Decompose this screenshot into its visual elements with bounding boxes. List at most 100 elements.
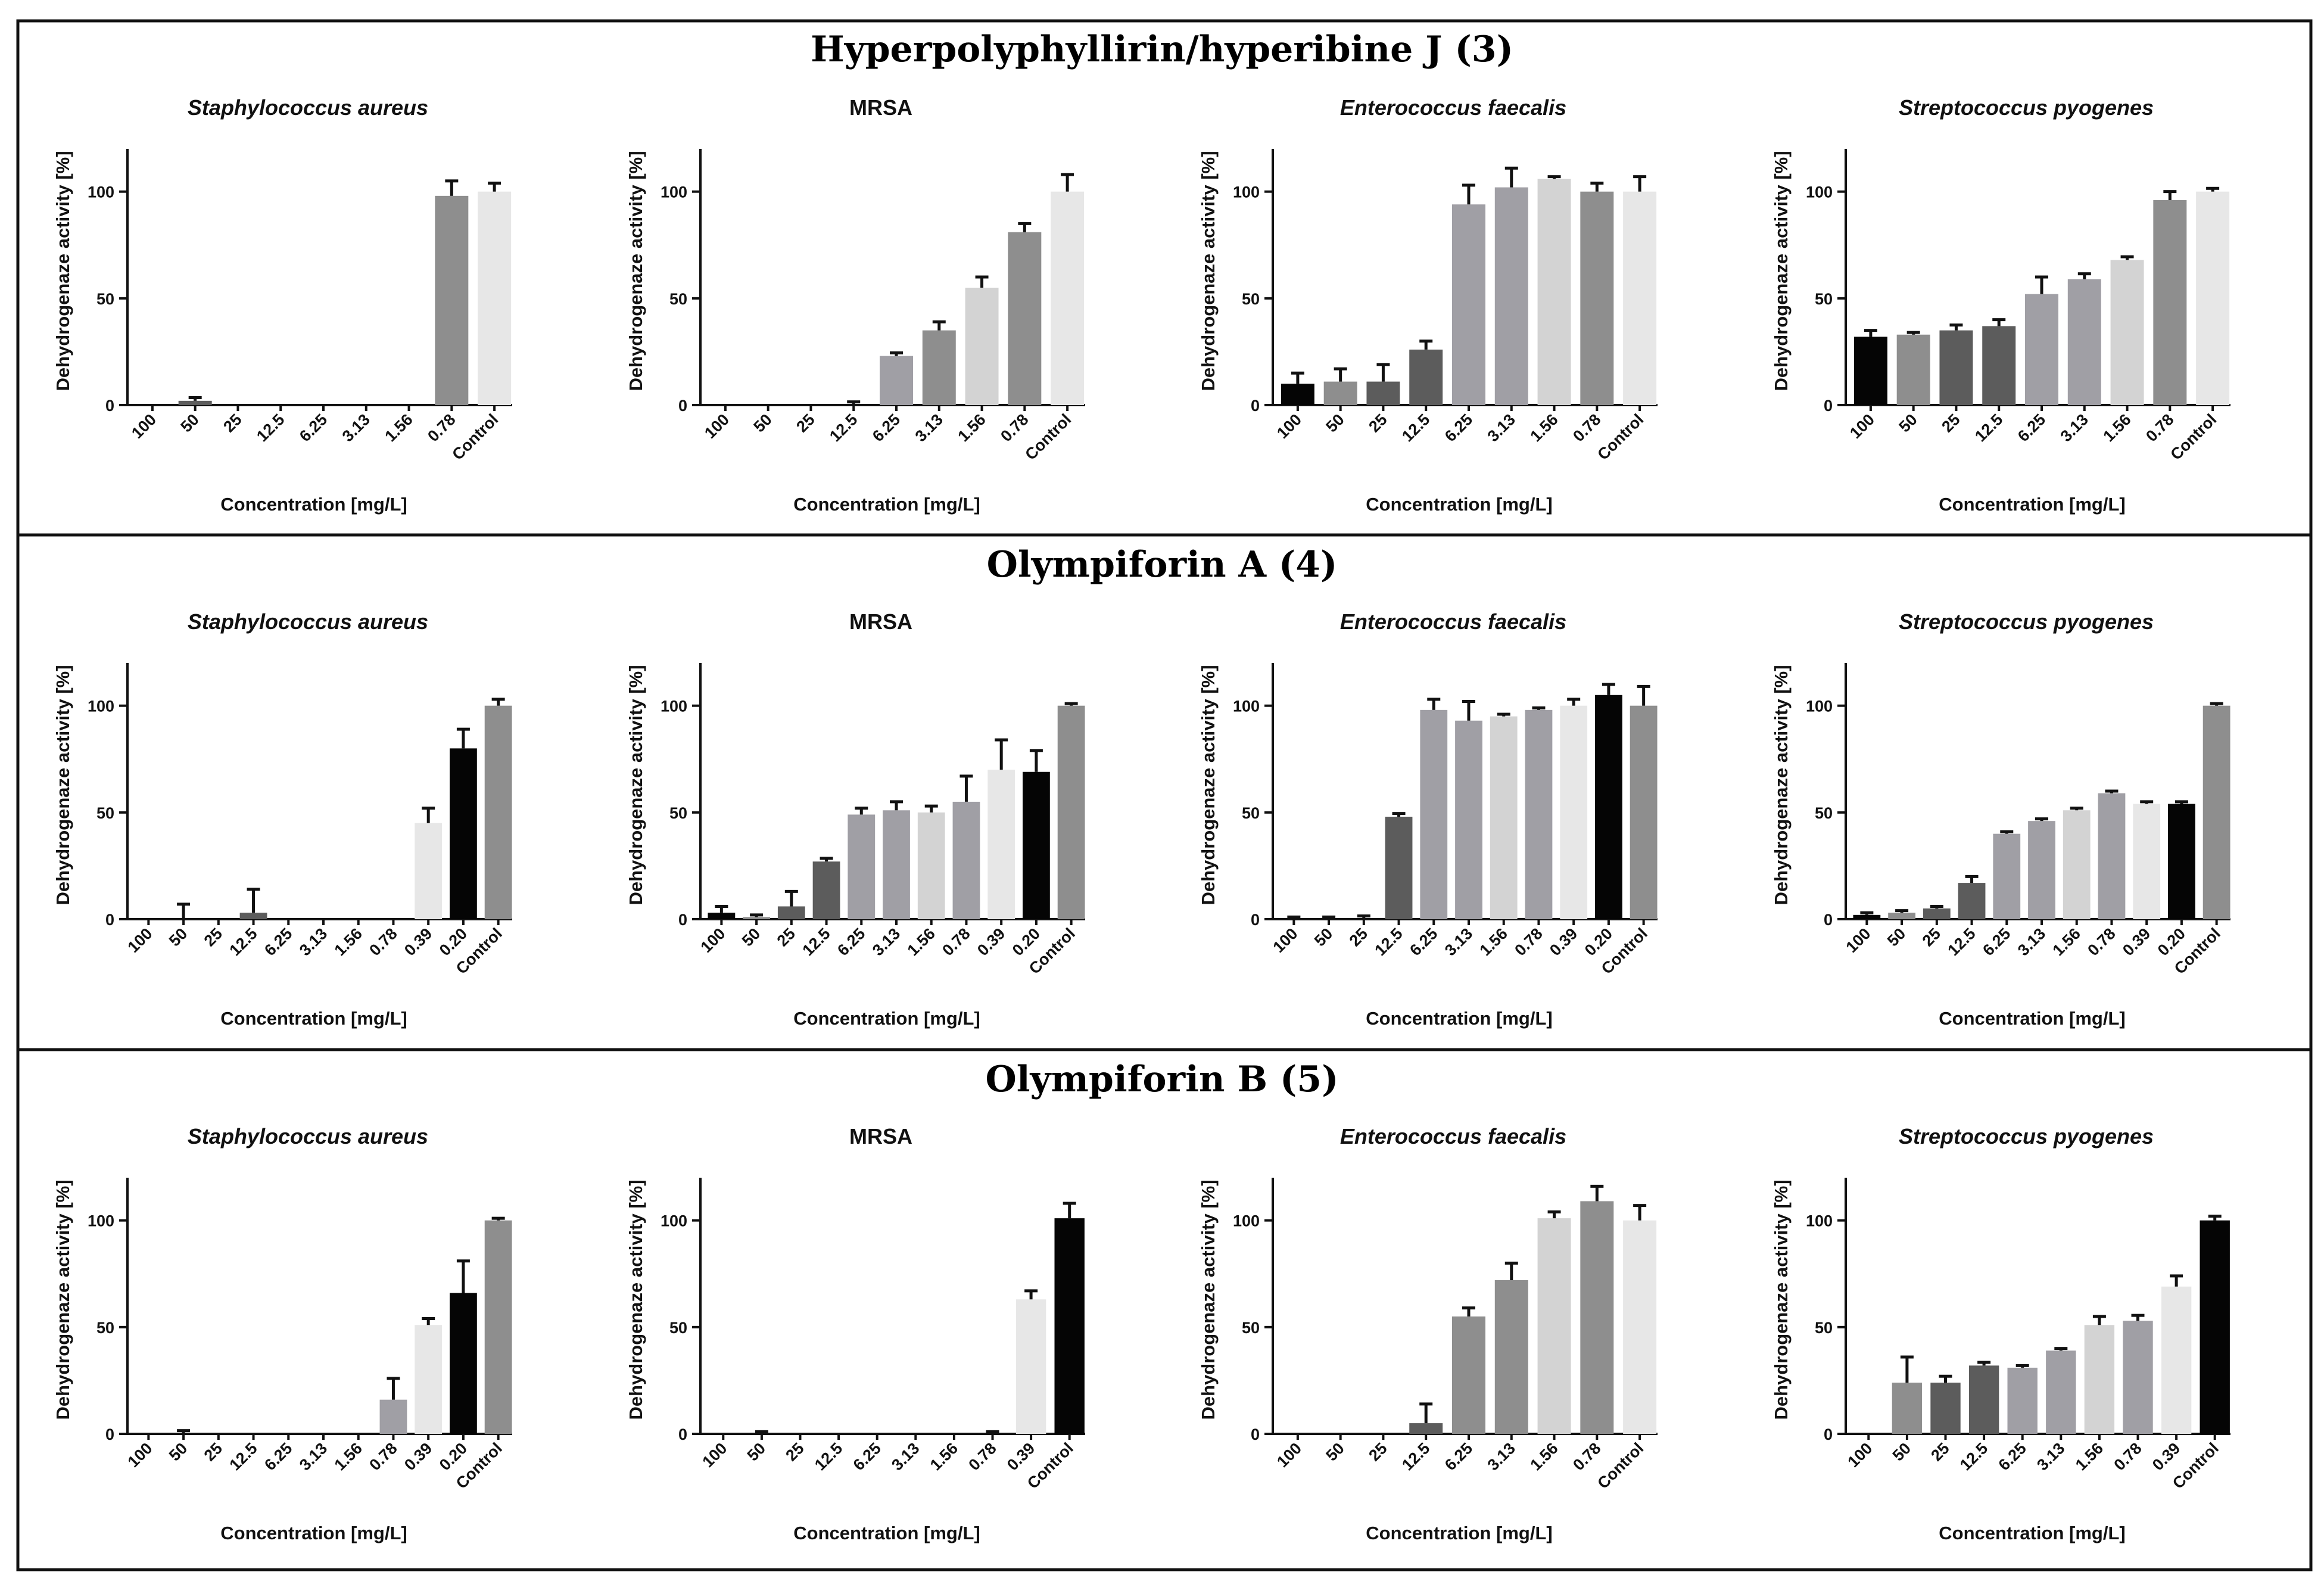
panel-title: Streptococcus pyogenes [1899,609,2154,634]
y-tick-label: 0 [1824,911,1833,929]
x-tick-label: 0.39 [401,925,435,959]
x-tick-label: 1.56 [904,925,939,959]
x-tick-label: 0.78 [366,1439,400,1474]
chart-panel-3-4: Streptococcus pyogenes Dehydrogenaze acti… [1771,1124,2230,1543]
bar [2161,1286,2192,1434]
x-tick-label: 0.78 [997,410,1032,445]
bar [1409,349,1443,405]
bar [484,705,512,919]
x-tick-label: 3.13 [339,410,373,445]
x-tick-label: 6.25 [1979,925,2014,959]
x-tick-label: 1.56 [2072,1439,2107,1474]
bar [1537,179,1571,405]
x-tick-label: 100 [1273,1439,1305,1471]
bar [2153,200,2187,405]
x-tick-label: 0.78 [424,410,459,445]
x-tick-label: 1.56 [1527,410,1561,445]
chart-panel-1-2: MRSA Dehydrogenaze activity [%] Concentrat… [625,95,1085,515]
y-tick-label: 0 [678,397,687,415]
x-tick-label: 100 [699,1439,730,1471]
y-tick-label: 50 [1242,1319,1260,1337]
x-axis-label: Concentration [mg/L] [1366,1008,1552,1029]
chart-panel-2-1: Staphylococcus aureus Dehydrogenaze activ… [52,609,512,1029]
section-title-2: Olympiforin A (4) [987,544,1338,586]
bar [1888,913,1915,919]
bar [2202,705,2230,919]
bar [965,287,999,405]
y-tick-label: 100 [1233,698,1260,715]
bar [2110,260,2144,405]
bar [1853,337,1887,405]
bar [2025,294,2058,405]
y-tick-label: 100 [661,698,687,715]
bar [1982,326,2016,405]
x-tick-label: 100 [1844,1439,1876,1471]
x-tick-label: 12.5 [811,1439,846,1474]
bar [880,356,913,405]
bar [1323,381,1357,405]
bar [1409,1423,1443,1434]
x-tick-label: 12.5 [226,1439,260,1474]
x-tick-label: 50 [1895,410,1920,435]
x-tick-label: 1.56 [331,1439,366,1474]
bar [1968,1365,1999,1434]
panel-title: MRSA [849,609,912,634]
y-tick-label: 0 [678,911,687,929]
x-tick-label: Control [2167,410,2220,463]
x-tick-label: 3.13 [1484,1439,1519,1474]
x-tick-label: 6.25 [1441,1439,1476,1474]
x-tick-label: 3.13 [912,410,946,445]
x-tick-label: 0.39 [974,925,1008,959]
bar [1452,204,1485,405]
y-axis-label: Dehydrogenaze activity [%] [1771,151,1792,391]
bar [450,1293,477,1434]
x-tick-label: 50 [177,410,202,435]
bar [1054,1218,1085,1434]
x-tick-label: 25 [201,1439,226,1464]
bar [1595,695,1622,919]
bar [1630,705,1658,919]
bar [2007,1367,2038,1434]
x-tick-label: 3.13 [2014,925,2049,959]
chart-panel-3-3: Enterococcus faecalis Dehydrogenaze activ… [1198,1124,1658,1543]
y-tick-label: 50 [669,290,687,308]
section-title-1: Hyperpolyphyllirin/hyperibine J (3) [811,29,1513,70]
chart-panel-1-3: Enterococcus faecalis Dehydrogenaze activ… [1198,95,1658,515]
bar [1896,334,1930,405]
bar [1366,381,1400,405]
y-tick-label: 50 [96,290,114,308]
bar [743,917,770,919]
y-tick-label: 100 [88,183,114,201]
bar [450,748,477,919]
x-axis-label: Concentration [mg/L] [793,1008,980,1029]
x-tick-label: 3.13 [888,1439,923,1474]
x-tick-label: 25 [1365,410,1390,435]
x-tick-label: 0.78 [366,925,400,959]
x-tick-label: 12.5 [1944,925,1979,959]
x-tick-label: 50 [1889,1439,1914,1464]
x-axis-label: Concentration [mg/L] [1939,1008,2125,1029]
bar [848,814,876,919]
bar [2098,793,2126,919]
bar [478,191,512,405]
bar [2123,1321,2153,1434]
x-tick-label: 1.56 [1476,925,1511,959]
x-tick-label: 50 [1311,925,1336,950]
x-tick-label: 0.78 [1511,925,1546,959]
bar [2046,1350,2076,1434]
x-tick-label: 12.5 [1398,1439,1433,1474]
bar [1958,883,1986,919]
x-axis-label: Concentration [mg/L] [1366,1523,1552,1543]
x-tick-label: 0.78 [939,925,973,959]
panel-title: Enterococcus faecalis [1340,95,1566,120]
x-axis-label: Concentration [mg/L] [1939,1523,2125,1543]
bar [1051,191,1085,405]
x-tick-label: 3.13 [296,925,331,959]
y-axis-label: Dehydrogenaze activity [%] [1198,1179,1219,1420]
y-tick-label: 0 [678,1426,687,1443]
bar [1930,1383,1961,1434]
bar [922,330,956,405]
x-tick-label: 1.56 [954,410,989,445]
bar [883,810,910,919]
x-tick-label: 1.56 [381,410,416,445]
